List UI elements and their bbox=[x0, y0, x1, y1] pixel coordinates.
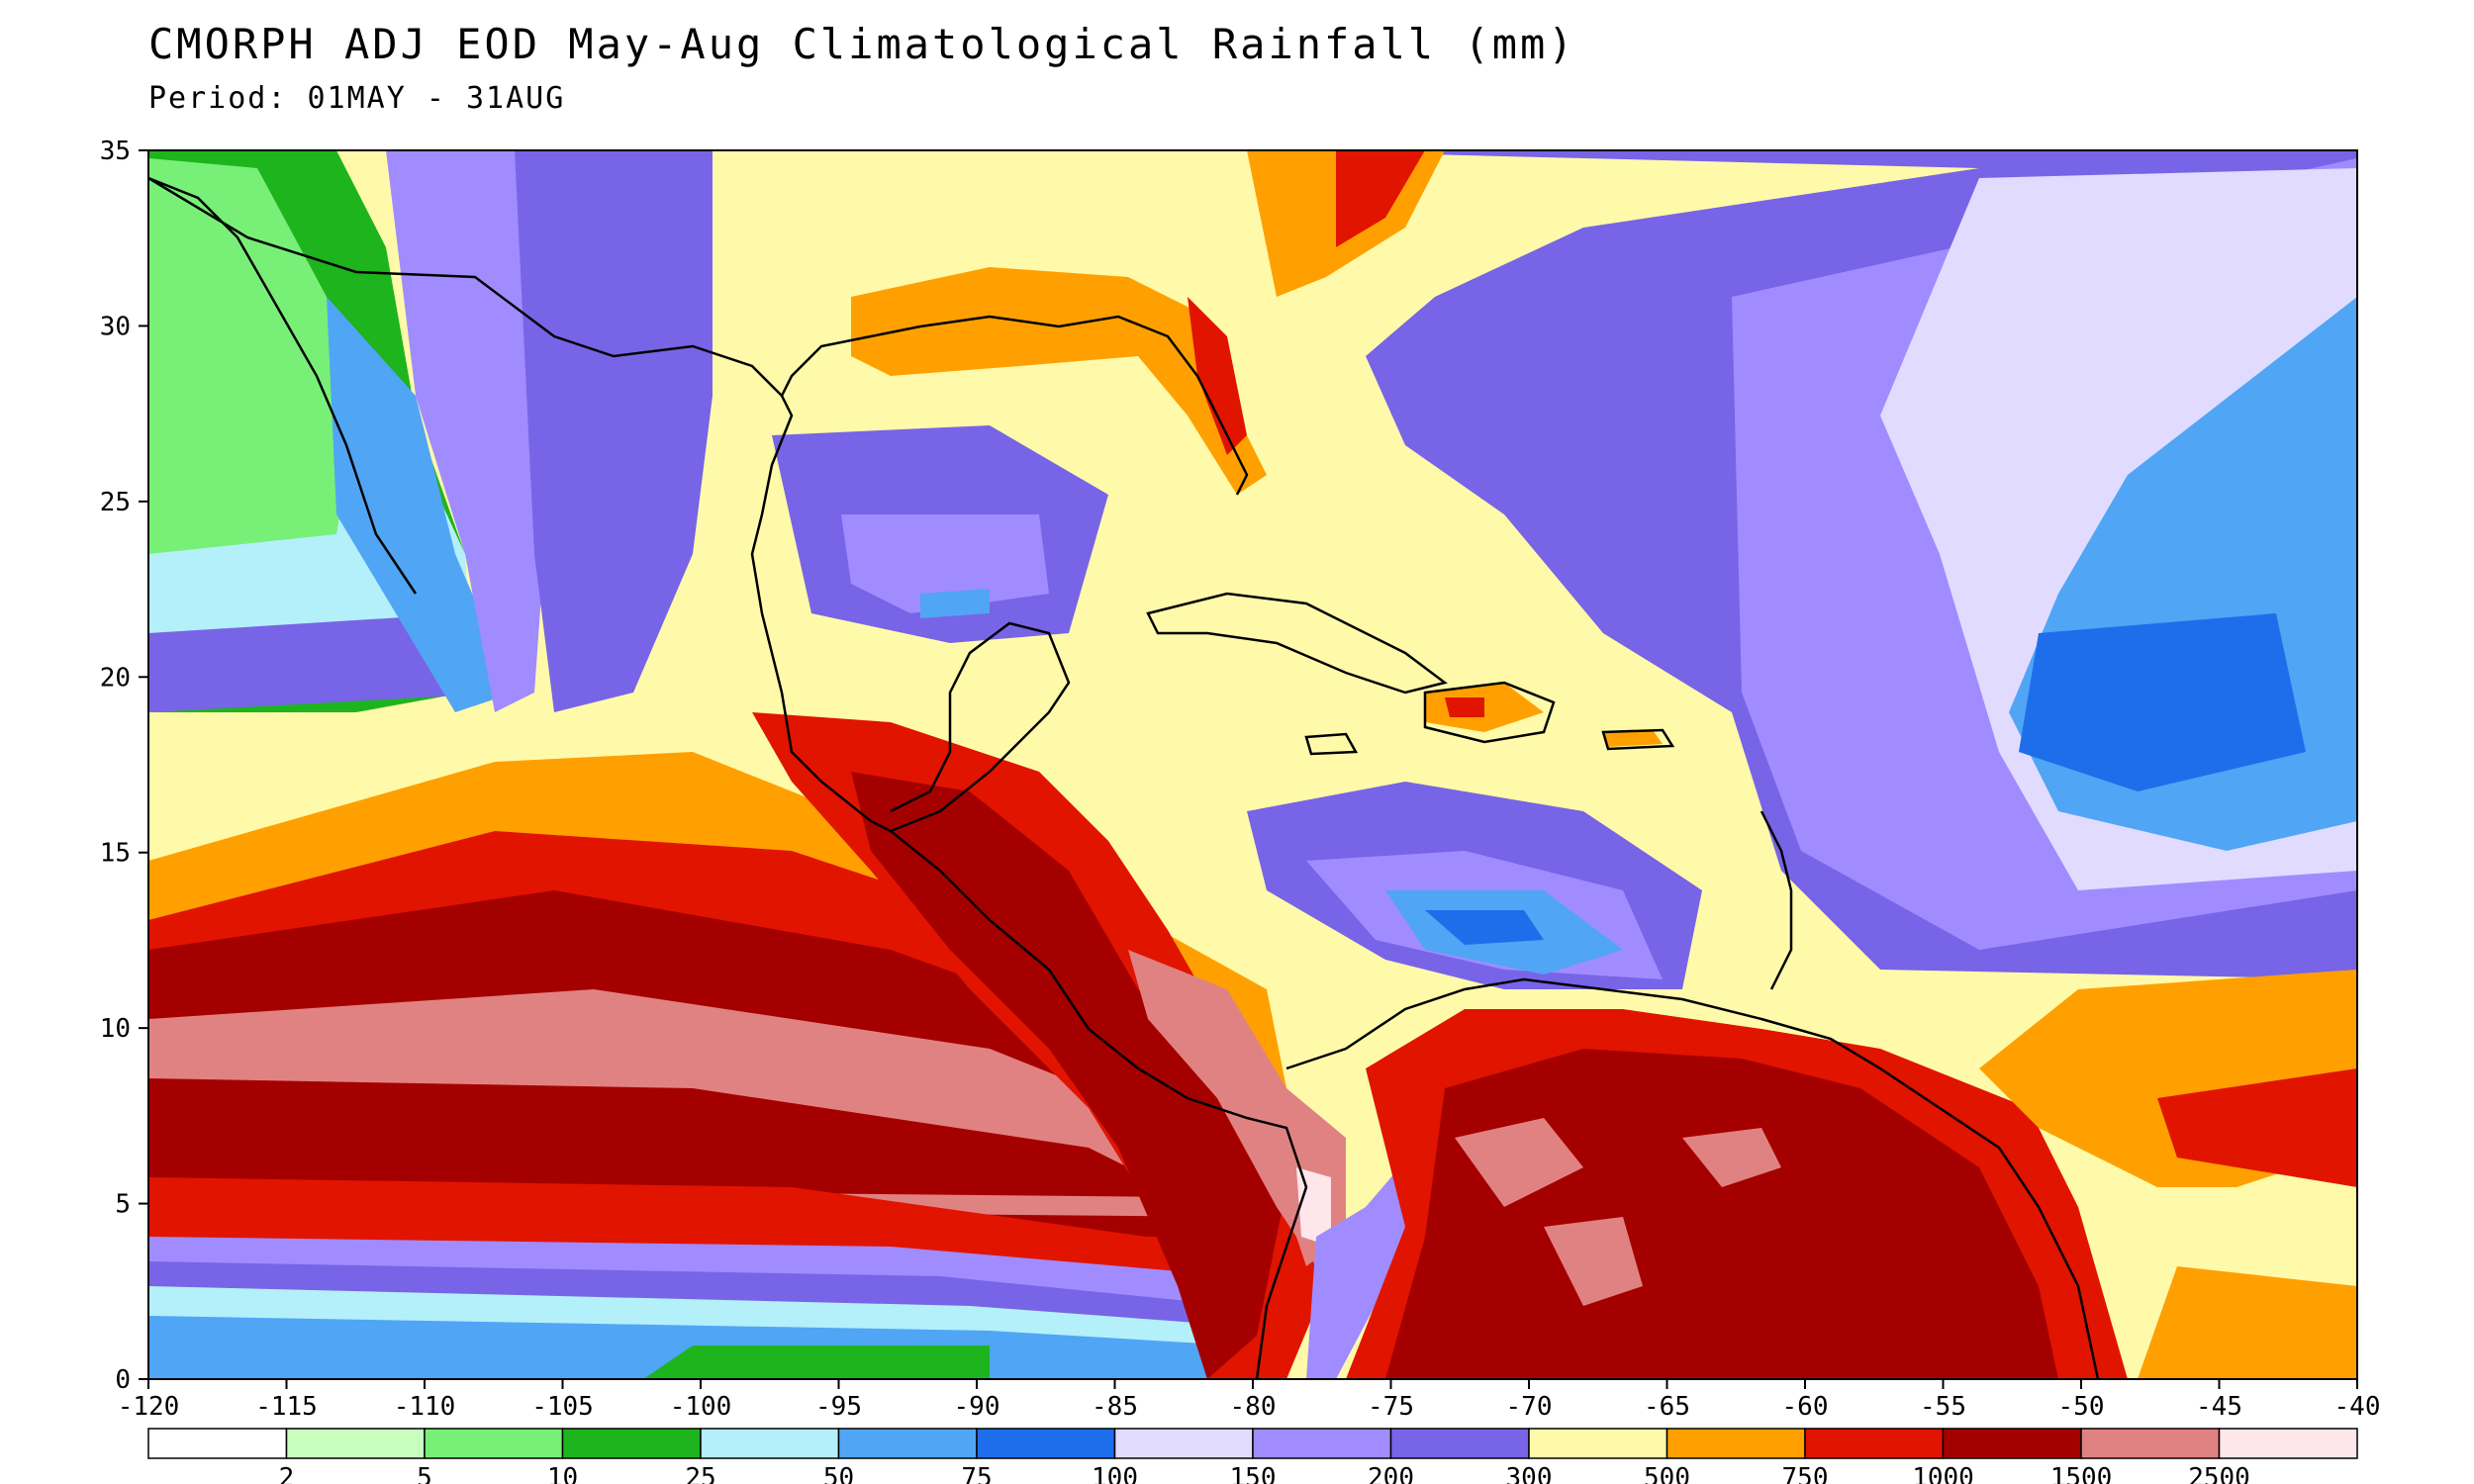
coastlines bbox=[148, 176, 2100, 1379]
y-tick-label: 5 bbox=[115, 1190, 131, 1220]
y-tick-label: 25 bbox=[100, 488, 131, 517]
x-tick-label: -55 bbox=[1920, 1392, 1966, 1422]
y-tick-label: 15 bbox=[100, 839, 131, 869]
map-title: CMORPH ADJ EOD May-Aug Climatological Ra… bbox=[148, 20, 1576, 68]
color-legend: 2 5 10 25 50 75 100 150 200 300 500 750 1000 1500 2500 bbox=[147, 1428, 2358, 1484]
legend-swatch bbox=[2080, 1428, 2221, 1459]
legend-swatch bbox=[1389, 1428, 1530, 1459]
y-tick-label: 30 bbox=[100, 312, 131, 341]
y-tick-label: 35 bbox=[100, 137, 131, 166]
legend-label: 500 bbox=[1644, 1463, 1690, 1484]
x-tick-label: -60 bbox=[1782, 1392, 1829, 1422]
legend-swatch bbox=[424, 1428, 564, 1459]
legend-label: 2 bbox=[279, 1463, 295, 1484]
legend-label: 150 bbox=[1230, 1463, 1277, 1484]
x-tick-label: -90 bbox=[954, 1392, 1000, 1422]
x-tick-label: -65 bbox=[1644, 1392, 1690, 1422]
x-tick-label: -95 bbox=[815, 1392, 862, 1422]
x-tick-label: -85 bbox=[1092, 1392, 1138, 1422]
legend-swatch bbox=[285, 1428, 426, 1459]
legend-swatch bbox=[1113, 1428, 1254, 1459]
legend-swatch bbox=[1665, 1428, 1806, 1459]
legend-swatch bbox=[2218, 1428, 2358, 1459]
legend-label: 5 bbox=[417, 1463, 432, 1484]
legend-label: 1500 bbox=[2050, 1463, 2113, 1484]
legend-swatch bbox=[700, 1428, 840, 1459]
x-tick-label: -115 bbox=[255, 1392, 318, 1422]
legend-swatch bbox=[1804, 1428, 1945, 1459]
x-tick-label: -50 bbox=[2058, 1392, 2105, 1422]
legend-swatch bbox=[147, 1428, 288, 1459]
rainfall-field bbox=[148, 150, 2357, 1379]
y-tick-label: 0 bbox=[115, 1365, 131, 1395]
legend-swatch bbox=[561, 1428, 702, 1459]
legend-swatch bbox=[1528, 1428, 1668, 1459]
legend-swatch bbox=[1252, 1428, 1392, 1459]
legend-label: 750 bbox=[1782, 1463, 1829, 1484]
x-tick-label: -45 bbox=[2196, 1392, 2242, 1422]
y-tick-label: 20 bbox=[100, 663, 131, 693]
legend-swatch bbox=[837, 1428, 978, 1459]
y-tick-label: 10 bbox=[100, 1014, 131, 1044]
x-tick-label: -80 bbox=[1230, 1392, 1277, 1422]
x-tick-label: -100 bbox=[670, 1392, 732, 1422]
legend-swatch bbox=[976, 1428, 1116, 1459]
legend-label: 300 bbox=[1506, 1463, 1553, 1484]
legend-label: 1000 bbox=[1912, 1463, 1974, 1484]
legend-label: 2500 bbox=[2188, 1463, 2250, 1484]
legend-swatch bbox=[1942, 1428, 2082, 1459]
y-axis: 35 30 25 20 15 10 5 0 bbox=[100, 137, 148, 1395]
x-tick-label: -40 bbox=[2334, 1392, 2381, 1422]
legend-label: 25 bbox=[685, 1463, 715, 1484]
legend-label: 50 bbox=[823, 1463, 854, 1484]
legend-label: 75 bbox=[961, 1463, 992, 1484]
x-tick-label: -110 bbox=[394, 1392, 456, 1422]
legend-label: 200 bbox=[1368, 1463, 1414, 1484]
map-subtitle: Period: 01MAY - 31AUG bbox=[148, 81, 566, 116]
x-tick-label: -70 bbox=[1506, 1392, 1553, 1422]
x-tick-label: -75 bbox=[1368, 1392, 1414, 1422]
legend-label: 100 bbox=[1092, 1463, 1138, 1484]
x-axis: -120 -115 -110 -105 -100 -95 -90 -85 -80 -75 -70 -6… bbox=[118, 1379, 2381, 1422]
x-tick-label: -105 bbox=[531, 1392, 594, 1422]
x-tick-label: -120 bbox=[118, 1392, 180, 1422]
legend-label: 10 bbox=[547, 1463, 578, 1484]
